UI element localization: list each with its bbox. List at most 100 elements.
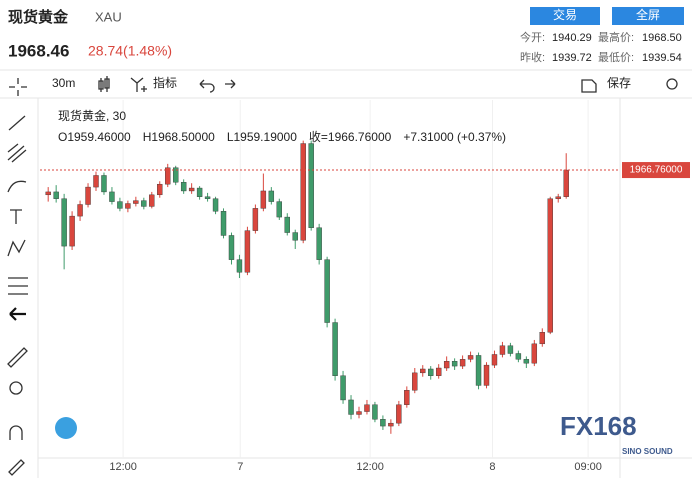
redo-icon[interactable] (225, 79, 236, 89)
back-tool[interactable] (9, 307, 26, 321)
ohlc-item: L1959.19000 (227, 130, 297, 144)
legend-ohlc: O1959.46000 H1968.50000 L1959.19000 收=1966.… (58, 130, 506, 144)
candle-body (491, 354, 498, 366)
candle-body (380, 419, 386, 427)
candle-body (220, 211, 227, 236)
settings-icon[interactable] (666, 78, 678, 90)
candle-body (483, 364, 490, 386)
measure-tool[interactable] (8, 277, 28, 295)
candle-body (412, 372, 418, 391)
fib-tool[interactable] (7, 143, 27, 163)
crosshair-icon[interactable] (9, 78, 27, 96)
candle-body (372, 404, 378, 420)
candle-body (404, 390, 410, 405)
candle-body (149, 194, 155, 207)
candles (45, 140, 569, 434)
brush-tool[interactable] (7, 180, 27, 193)
candle-body (165, 167, 171, 185)
x-tick-label: 09:00 (574, 461, 602, 473)
candle-body (157, 183, 163, 196)
candle-body (364, 404, 370, 412)
candle-body (109, 191, 115, 202)
candle-body (252, 208, 259, 231)
magnet-tool[interactable] (9, 425, 23, 440)
candle-body (244, 230, 251, 273)
trade-label[interactable]: 交易 (553, 7, 577, 22)
candle-body (507, 345, 514, 354)
candle-body (428, 368, 434, 376)
price: 1968.46 (8, 41, 69, 60)
candle-body (459, 359, 466, 367)
drawing-tools (7, 115, 28, 476)
candle-body (396, 404, 402, 424)
save-icon[interactable] (581, 79, 597, 93)
stat-label: 今开: (520, 30, 545, 44)
fullscreen-button[interactable] (612, 7, 684, 25)
candle-body (204, 196, 211, 199)
candle-body (340, 375, 346, 401)
candle-body (45, 191, 51, 196)
zoom-tool[interactable] (9, 381, 23, 395)
candle-icon[interactable] (98, 76, 110, 92)
stat-value: 1940.29 (552, 32, 592, 44)
legend-name: 现货黄金, 30 (58, 108, 126, 123)
candle-body (236, 259, 243, 273)
text-tool[interactable] (10, 209, 22, 224)
candle-body (348, 399, 354, 415)
undo-icon[interactable] (199, 79, 215, 93)
candle-body (435, 367, 442, 376)
watermark-sub: SINO SOUND (622, 447, 673, 456)
candle-body (451, 361, 458, 367)
x-tick-label: 12:00 (109, 461, 137, 473)
candle-body (69, 215, 75, 247)
indicator-icon[interactable] (130, 77, 147, 92)
x-tick-label: 8 (489, 461, 495, 473)
ohlc-item: H1968.50000 (143, 130, 215, 144)
candle-body (332, 322, 338, 376)
fullscreen-label[interactable]: 全屏 (636, 7, 660, 22)
candle-body (356, 411, 362, 415)
candle-body (228, 235, 235, 260)
last-price-label: 1966.76000 (630, 165, 683, 176)
ohlc-item: +7.31000 (+0.37%) (403, 130, 506, 144)
candle-body (531, 343, 538, 364)
candle-body (420, 368, 426, 374)
candle-body (93, 175, 99, 188)
candle-body (308, 143, 314, 228)
candle-body (53, 191, 59, 199)
indicators[interactable]: 指标 (153, 75, 177, 90)
stat-label: 昨收: (520, 50, 545, 64)
ruler-tool[interactable] (7, 347, 28, 368)
stat-label: 最低价: (598, 51, 634, 64)
candle-body (388, 422, 394, 427)
candle-body (515, 353, 522, 360)
interval[interactable]: 30m (52, 76, 75, 90)
trade-button[interactable] (530, 7, 600, 25)
candle-body (260, 190, 267, 209)
save[interactable]: 保存 (607, 76, 631, 90)
candle-body (196, 187, 203, 197)
x-tick-label: 12:00 (356, 461, 384, 473)
candle-body (499, 345, 506, 355)
candle-body (77, 204, 83, 217)
line-tool[interactable] (8, 115, 26, 131)
stat-value: 1939.54 (642, 52, 682, 64)
candle-body (563, 169, 569, 197)
pattern-tool[interactable] (7, 239, 26, 257)
candle-body (316, 227, 322, 260)
candle-body (467, 355, 474, 360)
logo-badge[interactable] (55, 417, 77, 439)
candle-body (268, 190, 275, 202)
symbol: XAU (95, 9, 122, 24)
candle-body (141, 200, 147, 207)
candle-body (172, 167, 179, 183)
stat-value: 1939.72 (552, 52, 592, 64)
candle-body (475, 355, 482, 386)
pencil-tool[interactable] (8, 459, 25, 476)
candle-body (555, 196, 561, 199)
last-price-tag (622, 162, 690, 179)
candle-body (117, 201, 123, 209)
candle-body (180, 182, 187, 192)
